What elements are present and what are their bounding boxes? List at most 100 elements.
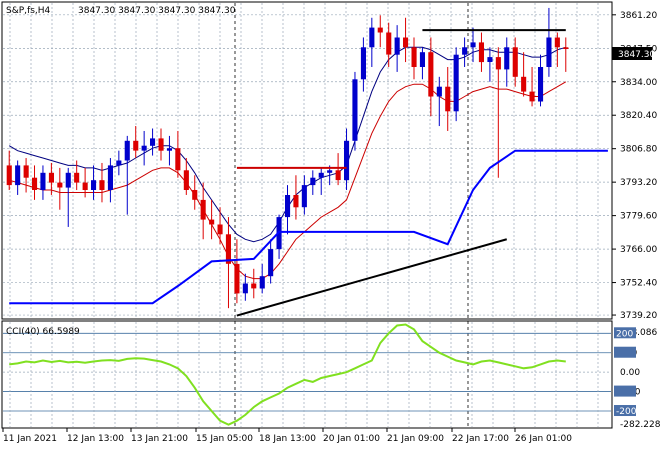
candle-body-53 — [453, 54, 459, 112]
time-tick-label-2: 13 Jan 21:00 — [131, 434, 188, 444]
time-tick-label-0: 11 Jan 2021 — [3, 434, 57, 444]
candle-body-3 — [32, 177, 38, 190]
candle-body-27 — [234, 263, 240, 294]
cci-tick-label-0: 258.086 — [620, 328, 657, 338]
cci-level-badge-label-0: 200 — [616, 329, 633, 339]
candle-body-8 — [74, 172, 80, 183]
cci-level-badge-0 — [614, 327, 636, 339]
candle-body-17 — [150, 138, 156, 146]
price-tick-label-4: 3806.80 — [620, 145, 657, 155]
candle-body-49 — [419, 52, 425, 67]
price-tick-label-0: 3861.20 — [620, 11, 657, 21]
candle-body-41 — [352, 79, 358, 141]
candle-body-19 — [166, 148, 172, 151]
candle-body-16 — [141, 145, 147, 151]
chart-header-ohlc: 3847.30 3847.30 3847.30 3847.30 — [78, 6, 236, 16]
candle-body-36 — [310, 177, 316, 186]
cci-tick-label-4: -282.2286 — [620, 420, 660, 430]
candle-body-42 — [360, 47, 366, 80]
candle-body-44 — [377, 27, 383, 33]
candle-body-6 — [57, 182, 63, 188]
candle-body-45 — [386, 32, 392, 55]
candle-body-21 — [183, 170, 189, 190]
chart-header-symbol: S&P,fs,H4 — [6, 6, 51, 16]
candle-body-24 — [209, 219, 215, 225]
candle-body-47 — [403, 37, 409, 48]
candle-body-29 — [251, 283, 257, 289]
candle-body-51 — [436, 86, 442, 97]
candle-body-14 — [124, 140, 130, 161]
candle-body-13 — [116, 160, 122, 166]
candle-body-61 — [521, 76, 527, 92]
time-tick-label-3: 15 Jan 05:00 — [196, 434, 253, 444]
candle-body-65 — [554, 37, 560, 48]
candle-body-37 — [318, 172, 324, 178]
candle-body-52 — [445, 86, 451, 112]
current-price-badge: 3847.30 — [612, 47, 655, 60]
candle-body-40 — [344, 140, 350, 181]
price-tick-label-6: 3779.60 — [620, 212, 657, 222]
candle-body-34 — [293, 195, 299, 208]
time-tick-label-8: 26 Jan 01:00 — [515, 434, 572, 444]
cci-level-small-badge-1 — [614, 385, 636, 397]
cci-panel-frame — [1, 320, 613, 429]
candle-body-20 — [175, 148, 181, 171]
time-tick-label-7: 22 Jan 17:00 — [452, 434, 509, 444]
cci-grid — [3, 322, 611, 427]
candle-body-62 — [529, 91, 535, 102]
candle-body-2 — [23, 165, 29, 178]
cci-tick-label-2: 0.00 — [620, 368, 640, 378]
candle-body-38 — [327, 170, 333, 173]
price-tick-label-5: 3793.20 — [620, 178, 657, 188]
candle-body-12 — [107, 165, 113, 190]
candle-body-33 — [285, 195, 291, 218]
candle-body-59 — [504, 47, 510, 70]
candle-body-46 — [394, 37, 400, 55]
candle-body-26 — [225, 234, 231, 264]
candle-body-15 — [133, 140, 139, 151]
cci-line-path — [9, 323, 566, 426]
candle-body-11 — [99, 180, 105, 190]
time-tick-label-5: 20 Jan 01:00 — [323, 434, 380, 444]
time-tick-label-4: 18 Jan 13:00 — [259, 434, 316, 444]
cci-level-small-badge-0 — [614, 346, 636, 358]
time-tick-label-1: 12 Jan 13:00 — [67, 434, 124, 444]
cci-axis: 258.0861000.00-100-282.2286200-200 — [614, 327, 660, 430]
candle-body-43 — [369, 27, 375, 48]
time-axis: 11 Jan 2021 12 Jan 13:00 13 Jan 21:00 15 Ja… — [2, 428, 572, 444]
current-price-box — [612, 47, 652, 60]
price-tick-label-2: 3834.00 — [620, 78, 657, 88]
candle-body-1 — [15, 165, 21, 186]
candle-body-48 — [411, 47, 417, 67]
support-trendline — [236, 238, 508, 317]
price-tick-label-8: 3752.40 — [620, 279, 657, 289]
candle-body-28 — [242, 283, 248, 294]
candle-body-30 — [259, 276, 265, 289]
candle-body-56 — [478, 42, 484, 63]
price-lines — [9, 29, 608, 317]
candle-body-35 — [301, 185, 307, 208]
cci-level-badge-label-1: -200 — [616, 407, 637, 417]
price-panel-frame — [1, 1, 613, 320]
candle-body-25 — [217, 224, 223, 235]
cci-title: CCI(40) 66.5989 — [6, 327, 80, 337]
candle-body-63 — [538, 67, 544, 102]
candle-body-64 — [546, 37, 552, 67]
cci-line — [9, 323, 566, 426]
candle-body-9 — [82, 182, 88, 190]
candle-body-7 — [65, 172, 71, 188]
candle-body-5 — [48, 172, 54, 183]
candle-body-23 — [200, 199, 206, 220]
candle-body-31 — [268, 249, 274, 277]
step-line — [9, 149, 608, 305]
price-tick-label-9: 3739.20 — [620, 311, 657, 321]
price-tick-label-3: 3820.40 — [620, 111, 657, 121]
candle-body-22 — [192, 190, 198, 200]
candle-body-57 — [487, 57, 493, 62]
price-candles — [6, 7, 569, 309]
candle-body-18 — [158, 138, 164, 151]
candle-body-54 — [462, 47, 468, 55]
current-price-label: 3847.30 — [618, 50, 655, 60]
